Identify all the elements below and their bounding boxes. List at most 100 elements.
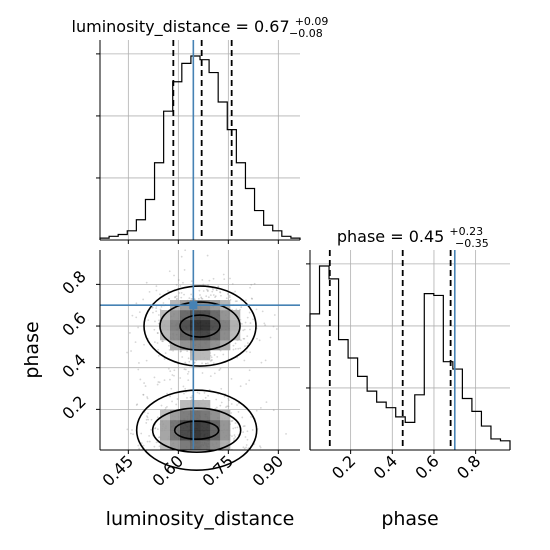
scatter-point (230, 420, 233, 423)
scatter-point (184, 249, 187, 252)
density-cell (190, 330, 201, 341)
scatter-xtick-label: 0.75 (199, 451, 238, 490)
scatter-point (259, 406, 262, 409)
scatter-point (243, 447, 246, 450)
scatter-point (138, 311, 141, 314)
density-cell (170, 310, 181, 321)
scatter-point (201, 372, 204, 374)
density-cell (210, 410, 221, 421)
scatter-point (162, 302, 165, 304)
hist-phase-xtick-label: 0.8 (453, 451, 484, 482)
scatter-point (215, 289, 218, 291)
density-cell (170, 420, 181, 431)
density-cell (200, 330, 211, 341)
scatter-point (203, 391, 206, 394)
scatter-point (243, 425, 246, 427)
scatter-point (234, 342, 237, 345)
scatter-point (157, 381, 160, 383)
hist-lumdist-title-median: 0.67 (254, 17, 290, 36)
scatter-point (219, 367, 222, 370)
scatter-point (189, 396, 192, 399)
scatter-point (142, 393, 145, 396)
scatter-point (243, 328, 246, 331)
scatter-point (237, 411, 240, 413)
scatter-point (215, 289, 218, 292)
scatter-point (249, 322, 252, 324)
scatter-point (206, 254, 209, 257)
density-cell (170, 330, 181, 341)
scatter-point (245, 446, 247, 449)
scatter-point (143, 343, 145, 346)
hist-phase-xtick-label: 0.6 (411, 451, 442, 482)
scatter-point (261, 310, 264, 313)
density-cell (170, 440, 181, 451)
contour-line (159, 301, 241, 351)
scatter-point (220, 294, 222, 297)
hist-phase-grid (310, 250, 510, 450)
scatter-point (219, 291, 221, 293)
scatter-point (161, 340, 164, 343)
scatter-point (135, 316, 138, 319)
scatter-point (168, 297, 170, 300)
scatter-point (159, 308, 162, 311)
scatter-point (177, 279, 180, 281)
scatter-point (232, 348, 235, 351)
scatter-point (242, 431, 245, 434)
scatter-point (175, 295, 178, 298)
scatter-point (234, 290, 237, 293)
scatter-point (184, 368, 187, 371)
scatter-point (201, 297, 204, 300)
scatter-point (256, 337, 258, 340)
scatter-point (230, 377, 233, 380)
scatter-point (190, 396, 193, 399)
scatter-point (190, 298, 193, 300)
scatter-point (231, 283, 234, 285)
density-cell (180, 430, 191, 441)
hist-lumdist-title-label: luminosity_distance (72, 17, 231, 37)
scatter-point (242, 425, 245, 428)
scatter-point (240, 306, 243, 309)
density-cell (180, 330, 191, 341)
scatter-point (190, 293, 193, 296)
scatter-point (245, 350, 248, 353)
hist-phase-body (309, 250, 511, 451)
scatter-point (157, 332, 159, 334)
hist-phase-xtick-label: 0.4 (370, 451, 401, 482)
scatter-point (228, 294, 231, 297)
scatter-point (214, 295, 217, 298)
density-cell (190, 420, 201, 431)
scatter-point (136, 403, 139, 406)
hist-phase-title-minus: −0.35 (455, 237, 489, 250)
density-cell (180, 320, 191, 331)
scatter-point (148, 440, 151, 443)
scatter-point (209, 375, 212, 378)
hist-phase-title: phase = 0.45 +0.23 (337, 225, 483, 246)
contour-line (135, 389, 258, 472)
scatter-point (235, 308, 238, 311)
scatter-point (173, 374, 175, 377)
scatter-point (186, 372, 189, 375)
scatter-truth-lines (100, 250, 300, 450)
density-cell (220, 410, 231, 421)
density-cell (230, 330, 241, 341)
scatter-point (248, 311, 251, 314)
scatter-point (199, 294, 201, 296)
density-cell (220, 420, 231, 431)
contour-line (151, 407, 242, 454)
scatter-point (143, 382, 146, 384)
scatter-point (215, 398, 218, 401)
scatter-point (250, 297, 253, 300)
scatter-point (255, 308, 258, 311)
scatter-point (201, 362, 203, 365)
scatter-point (196, 391, 199, 394)
scatter-point (179, 350, 182, 353)
scatter-point (208, 279, 211, 282)
scatter-point (168, 270, 171, 273)
density-cell (200, 350, 211, 361)
scatter-point (207, 394, 210, 397)
scatter-point (155, 285, 158, 288)
hist-phase-title-label: phase (337, 227, 385, 246)
density-cell (220, 320, 231, 331)
contour-line (143, 285, 257, 367)
